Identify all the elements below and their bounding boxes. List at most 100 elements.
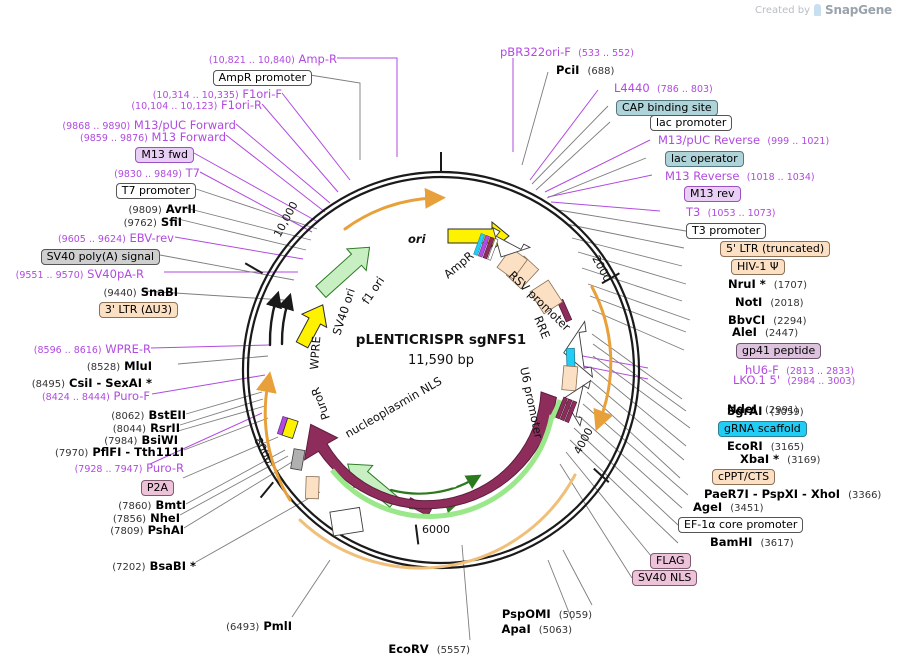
enzyme-label-csii-sexai[interactable]: (8495) CsiI - SexAI * — [32, 374, 152, 390]
primer-name: M13 Reverse — [665, 169, 740, 183]
label-text: (9440) SnaBI — [103, 285, 178, 299]
enzyme-label-pmli[interactable]: (6493) PmlI — [226, 617, 292, 633]
enzyme-label-pshai[interactable]: (7809) PshAI — [110, 521, 184, 537]
primer-label-t3[interactable]: T3 (1053 .. 1073) — [686, 203, 776, 219]
chip-label: FLAG — [650, 553, 691, 569]
enzyme-label-noti[interactable]: NotI (2018) — [735, 293, 804, 309]
label-text: (8044) RsrII — [113, 421, 180, 435]
enzyme-label-bmti[interactable]: (7860) BmtI — [118, 496, 186, 512]
label-text: (10,314 .. 10,335) F1ori-F — [153, 87, 282, 101]
feature-chip-hiv-1[interactable]: HIV-1 Ψ — [731, 257, 785, 275]
enzyme-label-ecorv[interactable]: EcoRV (5557) — [388, 640, 470, 656]
enzyme-label-nhei[interactable]: (7856) NheI — [113, 509, 180, 525]
enzyme-label-avrii[interactable]: (9809) AvrII — [129, 200, 197, 216]
label-text: PspOMI (5059) — [502, 607, 592, 621]
label-text: EcoRI (3165) — [727, 439, 804, 453]
primer-label-lko-1-5[interactable]: LKO.1 5' (2984 .. 3003) — [733, 371, 855, 387]
enzyme-label-bsiwi[interactable]: (7984) BsiWI — [104, 431, 178, 447]
sequence-position: (9809) — [128, 205, 162, 216]
enzyme-label-nrui[interactable]: NruI * (1707) — [728, 275, 807, 291]
primer-label-puro-f[interactable]: (8424 .. 8444) Puro-F — [42, 387, 150, 403]
enzyme-label-xbai[interactable]: XbaI * (3169) — [740, 450, 820, 466]
feature-chip-3-ltr-u3[interactable]: 3' LTR (ΔU3) — [98, 300, 178, 318]
svg-text:f1 ori: f1 ori — [359, 274, 387, 307]
feature-chip-ef-1-core-promoter[interactable]: EF-1α core promoter — [678, 515, 804, 533]
feature-chip-t3-promoter[interactable]: T3 promoter — [686, 221, 767, 239]
leader-lines-bottom — [291, 544, 593, 641]
primer-label-m13-forward[interactable]: (9859 .. 9876) M13 Forward — [80, 128, 226, 144]
primer-label-f1ori-r[interactable]: (10,104 .. 10,123) F1ori-R — [131, 96, 262, 112]
feature-chip-t7-promoter[interactable]: T7 promoter — [115, 181, 196, 199]
feature-chip-flag[interactable]: FLAG — [650, 551, 691, 569]
enzyme-name: BstEII — [148, 408, 186, 422]
primer-label-ebv-rev[interactable]: (9605 .. 9624) EBV-rev — [58, 229, 174, 245]
enzyme-label-bbvci[interactable]: BbvCI (2294) — [728, 311, 807, 327]
feature-chip-sv40-poly-a-signal[interactable]: SV40 poly(A) signal — [40, 247, 160, 265]
primer-label-f1ori-f[interactable]: (10,314 .. 10,335) F1ori-F — [153, 85, 282, 101]
feature-chip-m13-fwd[interactable]: M13 fwd — [135, 145, 194, 163]
enzyme-label-snabi[interactable]: (9440) SnaBI — [103, 283, 178, 299]
enzyme-label-bamhi[interactable]: BamHI (3617) — [710, 533, 794, 549]
watermark-prefix: Created by — [755, 4, 811, 16]
label-text: L4440 (786 .. 803) — [614, 81, 713, 95]
primer-name: M13/pUC Reverse — [658, 133, 761, 147]
feature-chip-ampr-promoter[interactable]: AmpR promoter — [212, 68, 312, 86]
enzyme-label-mlui[interactable]: (8528) MluI — [87, 357, 152, 373]
feature-chip-p2a[interactable]: P2A — [140, 478, 174, 496]
label-text: PciI (688) — [556, 63, 614, 77]
label-text: NruI * (1707) — [728, 277, 807, 291]
feature-chip-cppt-cts[interactable]: cPPT/CTS — [712, 467, 776, 485]
primer-label-sv40pa-r[interactable]: (9551 .. 9570) SV40pA-R — [16, 265, 144, 281]
feature-chip-sv40-nls[interactable]: SV40 NLS — [632, 568, 698, 586]
sequence-position: (8528) — [86, 362, 121, 373]
feature-rre-rsv — [473, 226, 573, 323]
label-text: M13/pUC Reverse (999 .. 1021) — [658, 133, 829, 147]
feature-chip-gp41-peptide[interactable]: gp41 peptide — [736, 341, 822, 359]
label-text: (10,821 .. 10,840) Amp-R — [209, 52, 337, 66]
enzyme-label-alei[interactable]: AleI (2447) — [732, 323, 798, 339]
primer-label-l4440[interactable]: L4440 (786 .. 803) — [614, 79, 713, 95]
enzyme-label-pflfi-tth111i[interactable]: (7970) PflFI - Tth111I — [55, 443, 184, 459]
sequence-position: (533 .. 552) — [578, 48, 634, 59]
enzyme-label-pcii[interactable]: PciI (688) — [556, 61, 614, 77]
feature-ampr — [315, 246, 371, 299]
enzyme-label-agei[interactable]: AgeI (3451) — [693, 498, 764, 514]
feature-chip-lac-promoter[interactable]: lac promoter — [650, 113, 733, 131]
feature-chip-m13-rev[interactable]: M13 rev — [684, 184, 741, 202]
primer-label-m13-puc-forward[interactable]: (9868 .. 9890) M13/pUC Forward — [62, 116, 236, 132]
enzyme-label-paer7i-pspxi-xhoi[interactable]: PaeR7I - PspXI - XhoI (3366) — [704, 485, 881, 501]
enzyme-label-bsabi[interactable]: (7202) BsaBI * — [112, 557, 196, 573]
enzyme-label-ecori[interactable]: EcoRI (3165) — [727, 437, 804, 453]
sequence-position: (999 .. 1021) — [767, 136, 830, 147]
enzyme-name: XbaI * — [740, 452, 780, 466]
primer-label-hu6-f[interactable]: hU6-F (2813 .. 2833) — [745, 361, 854, 377]
enzyme-name: NotI — [735, 295, 763, 309]
label-text: (7860) BmtI — [118, 498, 186, 512]
feature-chip-grna-scaffold[interactable]: gRNA scaffold — [718, 419, 807, 437]
primer-label-t7[interactable]: (9830 .. 9849) T7 — [114, 164, 200, 180]
primer-label-m13-puc-reverse[interactable]: M13/pUC Reverse (999 .. 1021) — [658, 131, 829, 147]
primer-name: hU6-F — [745, 363, 779, 377]
enzyme-label-apai[interactable]: ApaI (5063) — [502, 620, 572, 636]
enzyme-label-sgrai[interactable]: SgrAI (3059) — [727, 402, 804, 418]
label-text: (8495) CsiI - SexAI * — [32, 376, 152, 390]
enzyme-name: BamHI — [710, 535, 753, 549]
enzyme-label-ndei[interactable]: NdeI (2991) — [727, 400, 798, 416]
primer-label-puro-r[interactable]: (7928 .. 7947) Puro-R — [75, 459, 184, 475]
enzyme-label-pspomi[interactable]: PspOMI (5059) — [502, 605, 592, 621]
primer-label-m13-reverse[interactable]: M13 Reverse (1018 .. 1034) — [665, 167, 815, 183]
feature-chip-lac-operator[interactable]: lac operator — [665, 149, 744, 167]
primer-label-pbr322ori-f[interactable]: pBR322ori-F (533 .. 552) — [500, 43, 634, 59]
enzyme-label-bsteii[interactable]: (8062) BstEII — [111, 406, 186, 422]
enzyme-name: EcoRI — [727, 439, 763, 453]
feature-chip-5-ltr-truncated[interactable]: 5' LTR (truncated) — [720, 239, 831, 257]
sequence-position: (8044) — [112, 424, 147, 435]
enzyme-label-rsrii[interactable]: (8044) RsrII — [113, 419, 180, 435]
label-text: (7809) PshAI — [110, 523, 184, 537]
sequence-position: (8495) — [31, 379, 65, 390]
label-text: (8596 .. 8616) WPRE-R — [34, 342, 151, 356]
primer-label-amp-r[interactable]: (10,821 .. 10,840) Amp-R — [209, 50, 337, 66]
enzyme-label-sfii[interactable]: (9762) SfiI — [124, 213, 182, 229]
primer-label-wpre-r[interactable]: (8596 .. 8616) WPRE-R — [34, 340, 151, 356]
